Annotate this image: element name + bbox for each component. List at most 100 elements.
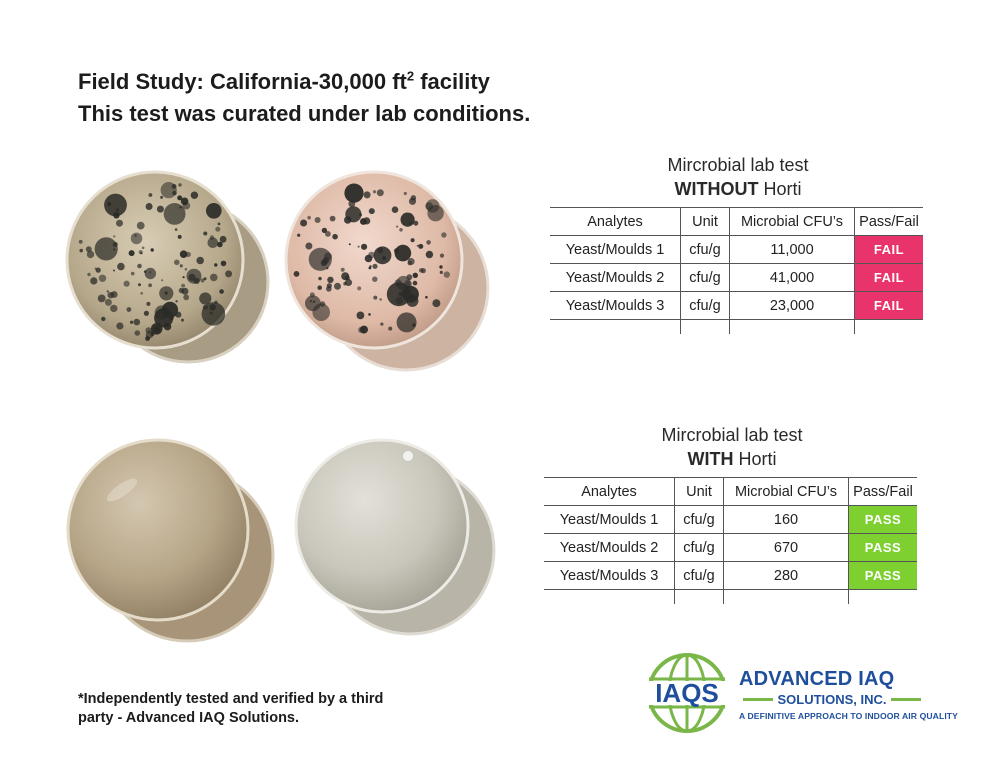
mould-spot (177, 195, 183, 201)
mould-spot (327, 276, 334, 283)
mould-spot (357, 245, 360, 248)
mould-spot (225, 270, 233, 278)
petri-dish-clean-2 (294, 438, 496, 636)
mould-spot (219, 235, 227, 243)
mould-spot (164, 291, 168, 295)
mould-spot (300, 219, 308, 227)
analyte-cell: Yeast/Moulds 3 (544, 561, 675, 590)
mould-spot (141, 246, 145, 250)
cfu-cell: 23,000 (729, 291, 855, 320)
mould-spot (123, 280, 130, 287)
mould-spot (179, 250, 188, 258)
table-row-empty (550, 319, 923, 334)
analyte-cell: Yeast/Moulds 1 (544, 505, 675, 534)
mould-spot (348, 243, 351, 246)
cfu-cell: 160 (723, 505, 849, 534)
mould-spot (341, 272, 350, 281)
analyte-cell: Yeast/Moulds 2 (544, 533, 675, 562)
mould-spot (439, 270, 443, 274)
mould-spot (90, 277, 98, 285)
mould-spot (181, 283, 185, 288)
table-row: Yeast/Moulds 3 cfu/g 23,000 FAIL (550, 291, 923, 320)
results-table: Analytes Unit Microbial CFU’s Pass/Fail … (550, 207, 923, 334)
mould-spot (372, 263, 378, 269)
mould-spot (101, 316, 106, 322)
mould-spot (320, 259, 328, 267)
mould-spot (425, 202, 434, 210)
mould-spot (117, 262, 125, 271)
mould-spot (130, 320, 134, 324)
mould-spot (357, 286, 362, 291)
cfu-cell: 41,000 (729, 263, 855, 292)
table-row: Yeast/Moulds 3 cfu/g 280 PASS (544, 561, 917, 590)
table-header-row: Analytes Unit Microbial CFU’s Pass/Fail (550, 207, 923, 236)
mould-spot (87, 272, 91, 277)
mould-spot (183, 294, 190, 301)
mould-spot (203, 231, 208, 236)
mould-spot (133, 318, 141, 326)
mould-spot (410, 195, 417, 201)
mould-spot (334, 282, 341, 290)
mould-spot (209, 304, 216, 311)
mould-spot (344, 183, 364, 203)
results-table: Analytes Unit Microbial CFU’s Pass/Fail … (544, 477, 917, 604)
mould-spot (184, 268, 188, 271)
mould-spot (393, 248, 399, 254)
mould-spot (318, 276, 322, 281)
unit-cell: cfu/g (680, 291, 730, 320)
mould-spot (137, 263, 142, 269)
mould-spot (309, 292, 315, 298)
mould-spot (136, 221, 145, 230)
mould-spot (113, 269, 115, 272)
mould-spot (325, 231, 331, 237)
mould-spot (177, 234, 182, 239)
mould-spot (180, 197, 189, 206)
mould-spot (98, 274, 107, 282)
table-row: Yeast/Moulds 1 cfu/g 11,000 FAIL (550, 235, 923, 264)
pass-badge: PASS (848, 533, 917, 562)
cfu-cell: 670 (723, 533, 849, 562)
mould-spot (416, 244, 419, 247)
mould-spot (420, 268, 426, 274)
mould-spot (97, 294, 106, 303)
mould-spot (217, 222, 221, 226)
mould-spot (161, 301, 179, 318)
mould-spot (317, 285, 322, 290)
petri-dish-contaminated-2 (284, 170, 490, 372)
table-caption: Mircrobial lab test WITHOUT Horti (667, 155, 809, 199)
mould-spot (181, 287, 189, 295)
mould-spot (220, 260, 227, 267)
mould-spot (319, 301, 326, 307)
mould-spot (412, 280, 418, 286)
mould-spot (372, 276, 378, 282)
mould-spot (376, 189, 384, 197)
table-row: Yeast/Moulds 2 cfu/g 670 PASS (544, 533, 917, 562)
globe-icon: IAQS (644, 653, 730, 733)
mould-spot (363, 191, 371, 199)
analyte-cell: Yeast/Moulds 1 (550, 235, 681, 264)
mould-spot (326, 267, 329, 270)
unit-cell: cfu/g (674, 533, 724, 562)
mould-spot (86, 250, 95, 259)
mould-spot (314, 217, 321, 223)
lab-test-without-horti: Mircrobial lab test WITHOUT Horti Analyt… (550, 153, 926, 334)
mould-spot (345, 206, 362, 223)
column-header-unit: Unit (674, 477, 724, 506)
mould-spot (143, 310, 149, 316)
analyte-cell: Yeast/Moulds 2 (550, 263, 681, 292)
mould-spot (126, 307, 132, 312)
mould-spot (206, 203, 222, 219)
mould-spot (380, 322, 384, 326)
mould-spot (372, 190, 377, 194)
column-header-analytes: Analytes (544, 477, 675, 506)
mould-spot (373, 295, 378, 300)
unit-cell: cfu/g (680, 235, 730, 264)
mould-spot (368, 251, 375, 259)
mould-spot (348, 200, 356, 208)
mould-spot (128, 250, 135, 257)
mould-spot (400, 212, 415, 227)
logo-mark: IAQS (655, 678, 719, 708)
mould-spot (181, 318, 184, 322)
mould-spot (332, 233, 338, 240)
mould-spot (410, 238, 415, 243)
